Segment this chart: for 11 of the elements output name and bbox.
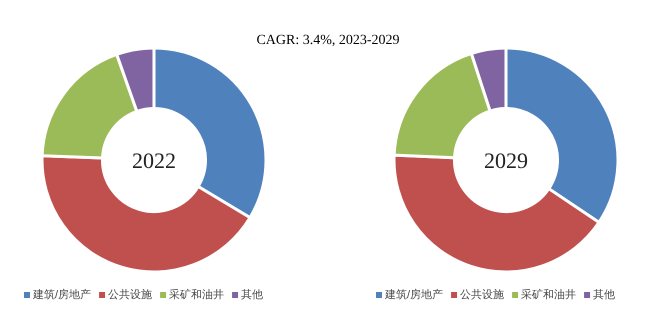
text: 2022 (132, 148, 176, 173)
legend-label: 建筑/房地产 (32, 288, 92, 301)
legend-label: 采矿和油井 (169, 288, 224, 301)
text: CAGR: 3.4%, 2023-2029 (256, 33, 400, 48)
legend-label: 其他 (241, 288, 264, 301)
text: 2029 (484, 148, 528, 173)
legend-label: 采矿和油井 (521, 288, 576, 301)
legend-label: 其他 (593, 288, 616, 301)
legend-label: 公共设施 (460, 288, 504, 301)
legend-label: 建筑/房地产 (384, 288, 444, 301)
legend-label: 公共设施 (108, 288, 152, 301)
